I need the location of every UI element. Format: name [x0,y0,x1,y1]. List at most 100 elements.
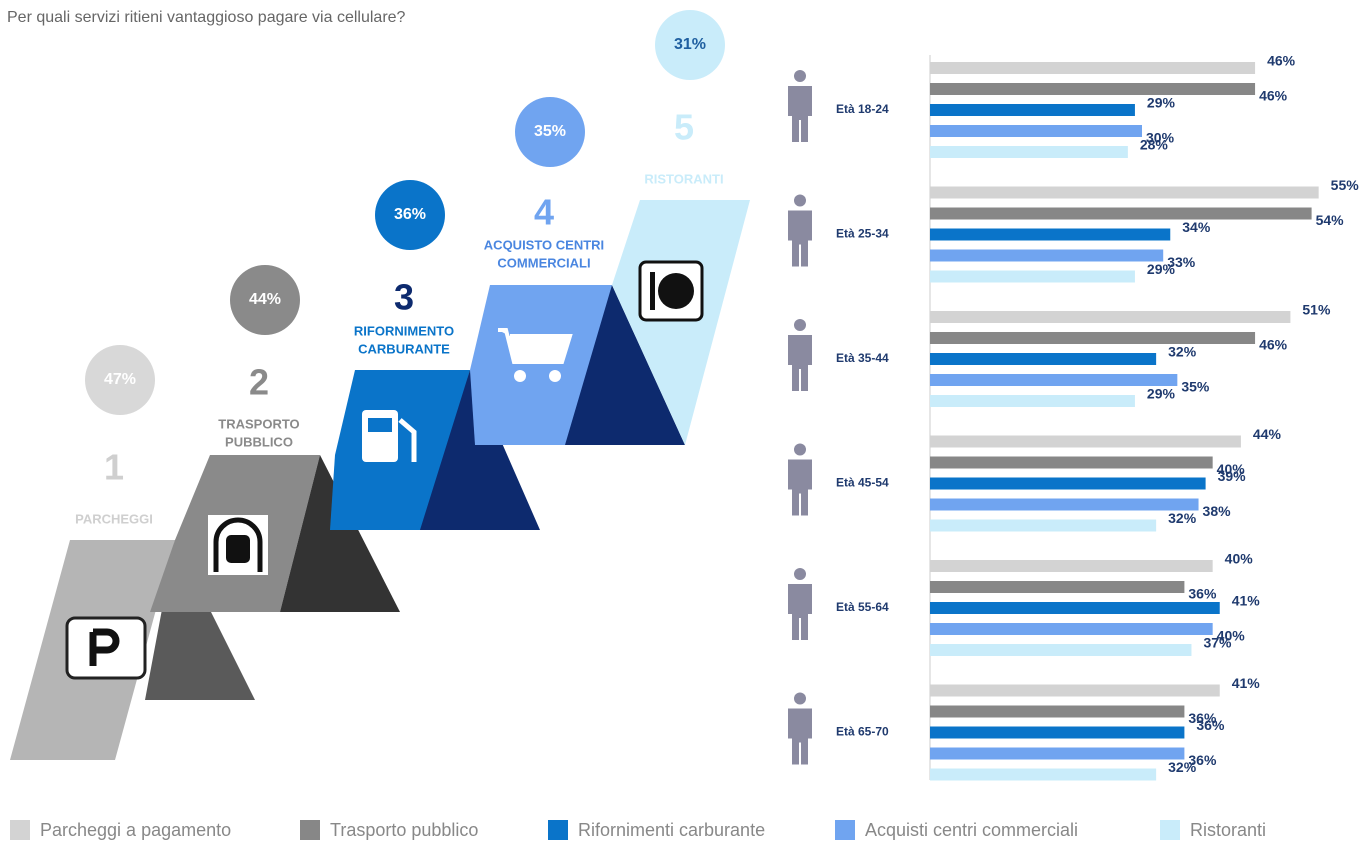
rank-number: 4 [534,192,554,233]
staircase [10,200,750,760]
value-label: 41% [1232,675,1261,691]
train-tunnel [213,517,263,572]
value-label: 44% [1253,426,1282,442]
category-label: Età 25-34 [836,227,889,241]
category-label: Età 65-70 [836,725,889,739]
bar [930,705,1185,718]
bar [930,498,1199,511]
value-label: 30% [1146,130,1175,146]
value-label: 40% [1217,628,1246,644]
cart-wheel [549,370,561,382]
value-label: 32% [1168,759,1197,775]
bar [930,644,1192,656]
bar [930,395,1135,407]
step-shade [420,370,540,530]
value-label: 32% [1168,344,1197,360]
bar [930,125,1142,137]
bar [930,228,1171,241]
rank-label: PARCHEGGI [75,511,153,526]
person-head [794,194,806,207]
value-label: 29% [1147,95,1176,111]
value-label: 40% [1225,551,1254,567]
bar [930,249,1164,262]
step-shade [280,455,400,612]
person-head [794,692,806,705]
rank-label: RIFORNIMENTO [354,323,454,338]
rank-number: 5 [674,107,694,148]
fuel-screen [368,418,392,432]
value-label: 32% [1168,510,1197,526]
bar [930,311,1291,323]
legend-swatch [835,820,855,840]
value-label: 55% [1331,177,1360,193]
step [470,285,612,445]
value-label: 36% [1188,710,1217,726]
bar [930,186,1319,199]
person-head [794,443,806,456]
person-body [788,584,812,640]
value-label: 40% [1217,461,1246,477]
bar [930,353,1157,365]
train-body [226,535,250,563]
value-label: 51% [1302,302,1331,318]
person-body [788,210,812,267]
person-body [788,459,812,516]
legend: Parcheggi a pagamento Trasporto pubblico R… [10,820,1266,840]
value-label: 36% [1188,752,1217,768]
value-label: 37% [1203,635,1232,651]
rank-label: PUBBLICO [225,434,293,449]
fuel-hose [398,418,417,462]
rank-number: 1 [104,447,124,488]
person-head [794,568,806,580]
share-label: 31% [674,36,706,53]
rank-label: RISTORANTI [644,171,723,186]
bar [930,456,1213,469]
legend-label: Trasporto pubblico [330,820,478,840]
value-label: 46% [1267,53,1296,69]
legend-label: Rifornimenti carburante [578,820,765,840]
share-label: 36% [394,206,426,223]
value-label: 34% [1182,219,1211,235]
rank-number: 3 [394,277,414,318]
question: Per quali servizi ritieni vantaggioso pa… [7,9,406,26]
bar [930,62,1256,74]
bar [930,726,1185,739]
legend-swatch [300,820,320,840]
value-label: 46% [1259,337,1288,353]
legend-swatch [548,820,568,840]
rank-label: COMMERCIALI [497,255,590,270]
legend-swatch [10,820,30,840]
bar [930,270,1135,283]
bar [930,374,1178,386]
value-label: 33% [1167,254,1196,270]
bar [930,747,1185,760]
category-label: Età 55-64 [836,600,889,614]
legend-label: Parcheggi a pagamento [40,820,231,840]
rank-label: CARBURANTE [358,341,450,356]
share-circle [375,180,445,250]
fuel-icon [362,410,398,462]
value-label: 41% [1232,593,1261,609]
restaurant-plate [658,273,694,309]
legend-label: Acquisti centri commerciali [865,820,1078,840]
bar [930,768,1157,781]
value-label: 54% [1316,212,1345,228]
value-label: 36% [1196,717,1225,733]
value-label: 46% [1259,88,1288,104]
share-circle [230,265,300,335]
share-circle [655,10,725,80]
share-label: 47% [104,371,136,388]
bar [930,207,1312,220]
bar [930,560,1213,572]
bar [930,477,1206,490]
value-label: 39% [1218,468,1247,484]
share-label: 44% [249,291,281,308]
parking-letter [89,628,120,666]
value-label: 29% [1147,261,1176,277]
category-label: Età 18-24 [836,102,889,116]
bar [930,104,1135,116]
ranking: 47% 1 PARCHEGGI 44% 2 TRASPORTO PUBBLICO 36% 3 RI… [75,10,725,526]
person-body [788,335,812,391]
rank-label: TRASPORTO [218,416,299,431]
